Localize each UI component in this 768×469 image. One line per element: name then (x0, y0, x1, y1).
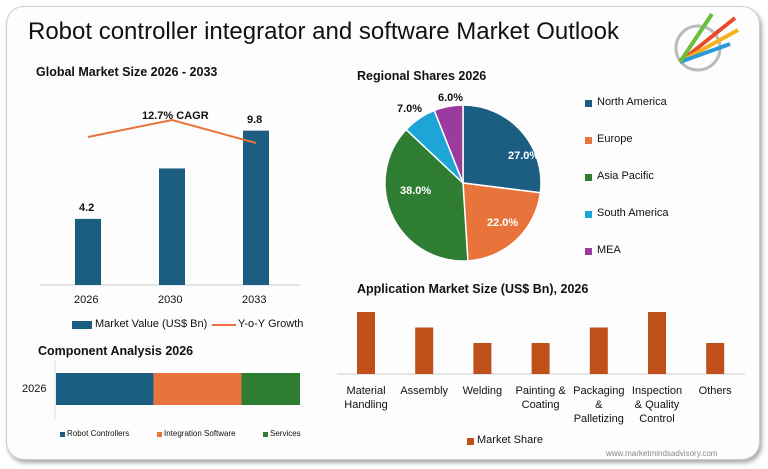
legend-0: North America (597, 96, 667, 108)
legend-4: MEA (597, 244, 621, 256)
x-tick-label: Inspection & Quality Control (627, 384, 687, 426)
logo-icon (674, 12, 739, 72)
bar-5 (648, 312, 666, 374)
x-tick-label: 2033 (242, 294, 267, 306)
stacked-bar-1 (153, 373, 242, 405)
stacked-bar-0 (56, 373, 154, 405)
x-tick-line: Painting & (515, 385, 566, 397)
x-tick-label: Packaging & Palletizing (569, 384, 629, 426)
pie-slice-4 (433, 104, 464, 184)
legend-swatch (585, 174, 592, 181)
x-tick-line: Palletizing (573, 413, 624, 425)
legend-swatch (585, 137, 592, 144)
x-tick-label: Material Handling (336, 384, 396, 412)
pie-label: 38.0% (400, 185, 432, 197)
x-tick-line: Control (639, 413, 675, 425)
bar-2030 (159, 168, 185, 285)
x-tick-label: Welding (452, 384, 512, 398)
x-tick-line: Welding (462, 385, 503, 397)
bar-2033 (243, 130, 269, 285)
legend-swatch (585, 100, 592, 107)
pie-label: 6.0% (438, 92, 464, 104)
legend-0: Robot Controllers (67, 429, 130, 438)
legend-2: Services (270, 429, 301, 438)
application-title: Application Market Size (US$ Bn), 2026 (357, 282, 589, 296)
legend-swatch (467, 438, 474, 445)
bar-2 (473, 343, 492, 374)
legend-2: Asia Pacific (597, 170, 654, 182)
bar-6 (706, 343, 725, 374)
legend-swatch (263, 432, 268, 437)
legend-swatch (585, 211, 592, 218)
y-tick-label: 2026 (22, 383, 47, 395)
legend-swatch (60, 432, 65, 437)
legend-swatch-market-value (72, 321, 92, 329)
x-tick-line: Packaging (573, 385, 625, 397)
x-tick-label: 2030 (158, 294, 183, 306)
legend-1: Integration Software (164, 429, 236, 438)
pie-slice-0 (462, 104, 542, 194)
bar-2026 (75, 218, 101, 285)
bar-0 (357, 312, 375, 374)
pie-slice-1 (462, 182, 542, 262)
stacked-bar-2 (241, 373, 300, 405)
legend-3: South America (597, 207, 669, 219)
data-label: 9.8 (247, 113, 263, 126)
market-size-title: Global Market Size 2026 - 2033 (36, 65, 218, 79)
x-tick-label: 2026 (74, 294, 99, 306)
legend-market-share: Market Share (477, 434, 544, 446)
x-tick-label: Painting & Coating (511, 384, 571, 412)
pie-label: 27.0% (508, 150, 540, 162)
pie-label: 7.0% (397, 103, 423, 115)
x-tick-line: Inspection (631, 385, 683, 397)
component-title: Component Analysis 2026 (38, 344, 194, 358)
website-text: www.marketmindsadvisory.com (606, 449, 718, 458)
x-tick-line: Handling (344, 399, 388, 411)
x-tick-line: Assembly (400, 385, 449, 397)
data-label: 4.2 (79, 201, 95, 214)
x-tick-label: Others (685, 384, 745, 398)
pie-slice-2 (384, 128, 469, 262)
legend-swatch (157, 432, 162, 437)
cagr-label: 12.7% CAGR (142, 110, 209, 122)
bar-4 (589, 327, 608, 374)
legend-market-value: Market Value (US$ Bn) (95, 318, 208, 330)
legend-1: Europe (597, 133, 633, 145)
x-tick-line: & (595, 399, 603, 411)
x-tick-line: Others (698, 385, 732, 397)
pie-label: 22.0% (487, 217, 519, 229)
x-tick-label: Assembly (394, 384, 454, 398)
page-title: Robot controller integrator and software… (28, 18, 619, 45)
regional-title: Regional Shares 2026 (357, 69, 487, 83)
x-tick-line: & Quality (634, 399, 680, 411)
yoy-growth-line (87, 118, 257, 144)
x-tick-line: Material (346, 385, 386, 397)
x-tick-line: Coating (521, 399, 560, 411)
bar-1 (415, 327, 434, 374)
legend-yoy: Y-o-Y Growth (238, 318, 304, 330)
legend-swatch (585, 248, 592, 255)
bar-3 (531, 343, 550, 374)
